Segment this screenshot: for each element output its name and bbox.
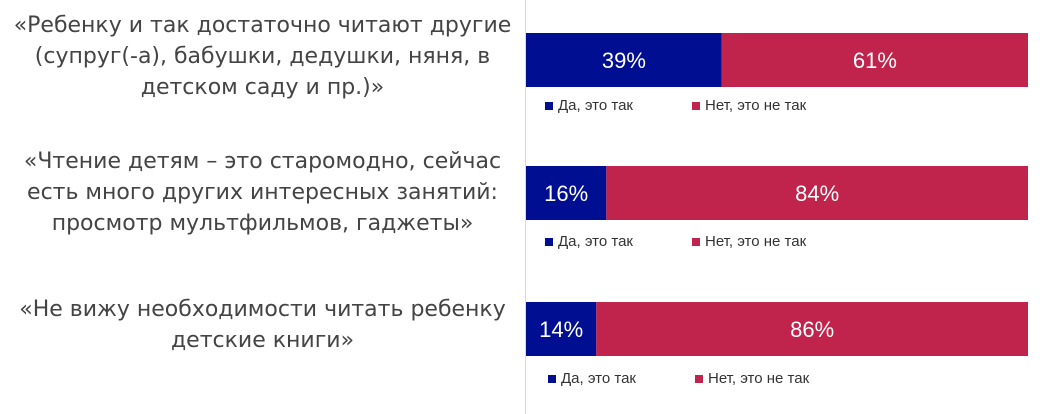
legend-yes-2: Да, это так	[545, 233, 633, 250]
value-label-yes-1: 39%	[602, 48, 646, 73]
legend-no-1: Нет, это не так	[692, 97, 806, 114]
bar-no-3	[596, 302, 1028, 356]
legend-label-no: Нет, это не так	[708, 370, 810, 387]
statement-label-3: «Не вижу необходимости читать ребенку де…	[19, 297, 506, 353]
legend-label-no: Нет, это не так	[705, 97, 807, 114]
legend-swatch-yes	[548, 374, 556, 383]
bar-no-2	[606, 166, 1028, 220]
value-label-no-2: 84%	[795, 181, 839, 206]
bar-no-1	[721, 33, 1028, 87]
legend-swatch-yes	[545, 101, 553, 110]
legend-label-yes: Да, это так	[561, 370, 636, 387]
legend-no-2: Нет, это не так	[692, 233, 806, 250]
value-label-yes-3: 14%	[539, 317, 583, 342]
value-label-yes-2: 16%	[544, 181, 588, 206]
bar-yes-1	[526, 33, 722, 87]
legend-swatch-no	[692, 237, 700, 246]
statement-label-2: «Чтение детям – это старомодно, сейчас е…	[23, 149, 502, 236]
legend-label-no: Нет, это не так	[705, 233, 807, 250]
bar-yes-3	[526, 302, 597, 356]
value-label-no-3: 86%	[790, 317, 834, 342]
chart-axis-line	[525, 0, 526, 414]
statement-label-1: «Ребенку и так достаточно читают другие …	[13, 13, 512, 100]
legend-yes-3: Да, это так	[548, 370, 636, 387]
legend-label-yes: Да, это так	[558, 97, 633, 114]
legend-swatch-yes	[545, 237, 553, 246]
legend-swatch-no	[692, 101, 700, 110]
value-label-no-1: 61%	[853, 48, 897, 73]
legend-swatch-no	[695, 374, 703, 383]
bar-yes-2	[526, 166, 607, 220]
legend-yes-1: Да, это так	[545, 97, 633, 114]
legend-no-3: Нет, это не так	[695, 370, 809, 387]
legend-label-yes: Да, это так	[558, 233, 633, 250]
